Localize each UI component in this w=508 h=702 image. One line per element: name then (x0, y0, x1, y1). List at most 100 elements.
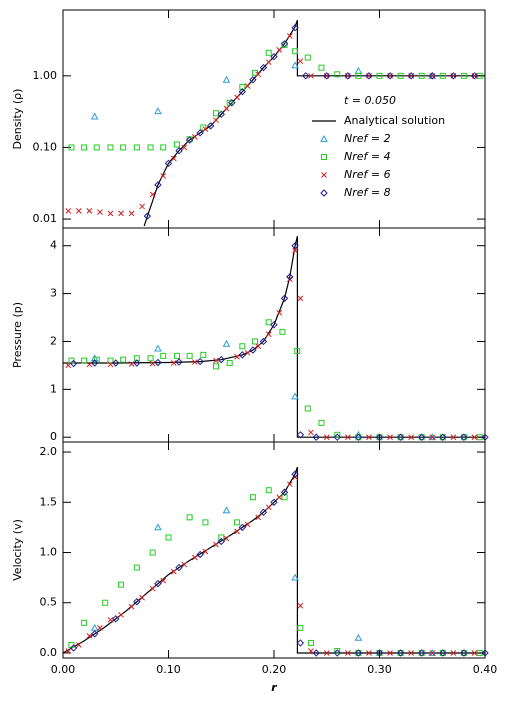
square-marker (439, 72, 446, 79)
diamond-marker (259, 337, 268, 346)
y-tick-label: 0.10 (33, 140, 58, 153)
square-marker (118, 581, 125, 588)
square-marker (200, 124, 207, 131)
square-marker (212, 110, 219, 117)
legend-swatch (320, 134, 328, 142)
panel-frame (62, 227, 486, 443)
square-marker (397, 72, 404, 79)
square-marker (265, 487, 272, 494)
x-marker (213, 117, 219, 124)
x-marker (107, 616, 114, 623)
x-tick-label: 0.10 (156, 663, 181, 676)
square-marker (120, 144, 127, 151)
x-marker (265, 59, 272, 66)
x-marker (408, 650, 415, 656)
diamond-marker (333, 433, 342, 441)
square-marker (133, 144, 140, 151)
square-marker (202, 519, 209, 526)
analytic-line (63, 235, 485, 438)
x-marker (170, 568, 177, 575)
diamond-marker (154, 358, 162, 367)
square-marker (160, 352, 167, 359)
square-marker (355, 72, 362, 79)
x-marker (149, 585, 156, 592)
square-marker (147, 355, 154, 362)
x-marker (255, 71, 262, 78)
x-marker (170, 360, 177, 366)
diamond-marker (154, 181, 162, 189)
diamond-marker (133, 598, 141, 606)
x-marker (181, 561, 188, 568)
x-marker (149, 360, 156, 367)
x-marker (450, 434, 457, 441)
diamond-marker (417, 649, 426, 657)
legend-label: Nref = 4 (344, 150, 391, 163)
square-marker (133, 564, 140, 571)
x-marker (344, 434, 351, 441)
square-marker (93, 144, 100, 151)
x-marker (97, 209, 103, 215)
diamond-marker (185, 136, 194, 144)
diamond-marker (90, 359, 99, 367)
square-marker (107, 144, 114, 151)
legend-swatch (320, 189, 328, 197)
x-marker (265, 331, 272, 338)
square-marker (212, 363, 219, 370)
diamond-marker (280, 294, 289, 303)
y-tick-label: 0.01 (33, 212, 58, 225)
diamond-marker (238, 351, 247, 359)
x-tick-label: 0.30 (367, 663, 392, 676)
x-marker (213, 541, 219, 548)
x-marker (139, 203, 145, 210)
square-marker (304, 54, 311, 61)
x-marker (160, 577, 167, 584)
square-marker (318, 64, 325, 71)
annotation: t = 0.050 (344, 94, 396, 107)
square-marker (252, 338, 259, 345)
diamond-marker (270, 320, 278, 329)
diamond-marker (217, 355, 225, 364)
x-marker (192, 359, 198, 365)
diamond-marker (286, 273, 294, 281)
diamond-marker (196, 357, 204, 366)
x-tick-label: 0.40 (473, 663, 498, 676)
diamond-marker (175, 147, 183, 155)
diamond-marker (439, 649, 447, 657)
square-marker (252, 69, 259, 76)
x-marker (429, 650, 436, 656)
x-tick-label: 0.20 (262, 663, 287, 676)
x-marker (65, 208, 72, 214)
diamond-marker (69, 644, 78, 652)
square-marker (173, 141, 180, 148)
triangle-marker (354, 66, 363, 74)
triangle-marker (222, 506, 231, 514)
diamond-marker (291, 470, 299, 478)
square-marker (226, 99, 233, 106)
diamond-marker (481, 433, 489, 441)
square-marker (318, 419, 325, 426)
diamond-marker (217, 110, 225, 119)
diamond-marker (354, 433, 363, 441)
x-tick-label: 0.00 (51, 663, 76, 676)
square-marker (120, 356, 127, 363)
diamond-marker (291, 23, 299, 32)
square-marker (226, 360, 233, 367)
diamond-marker (238, 88, 247, 96)
x-marker (297, 58, 304, 65)
x-marker (387, 434, 393, 441)
diamond-marker (439, 433, 447, 441)
diamond-marker (238, 523, 247, 532)
diamond-marker (196, 550, 204, 559)
triangle-marker (428, 433, 437, 441)
square-marker (173, 352, 180, 359)
diamond-marker (365, 72, 373, 80)
x-marker (255, 514, 262, 521)
x-marker (297, 295, 304, 302)
x-marker (107, 361, 114, 368)
triangle-marker (291, 61, 299, 69)
diamond-marker (333, 649, 342, 657)
x-marker (65, 648, 72, 654)
diamond-marker (470, 72, 479, 80)
diamond-marker (270, 498, 278, 506)
triangle-marker (90, 112, 99, 120)
